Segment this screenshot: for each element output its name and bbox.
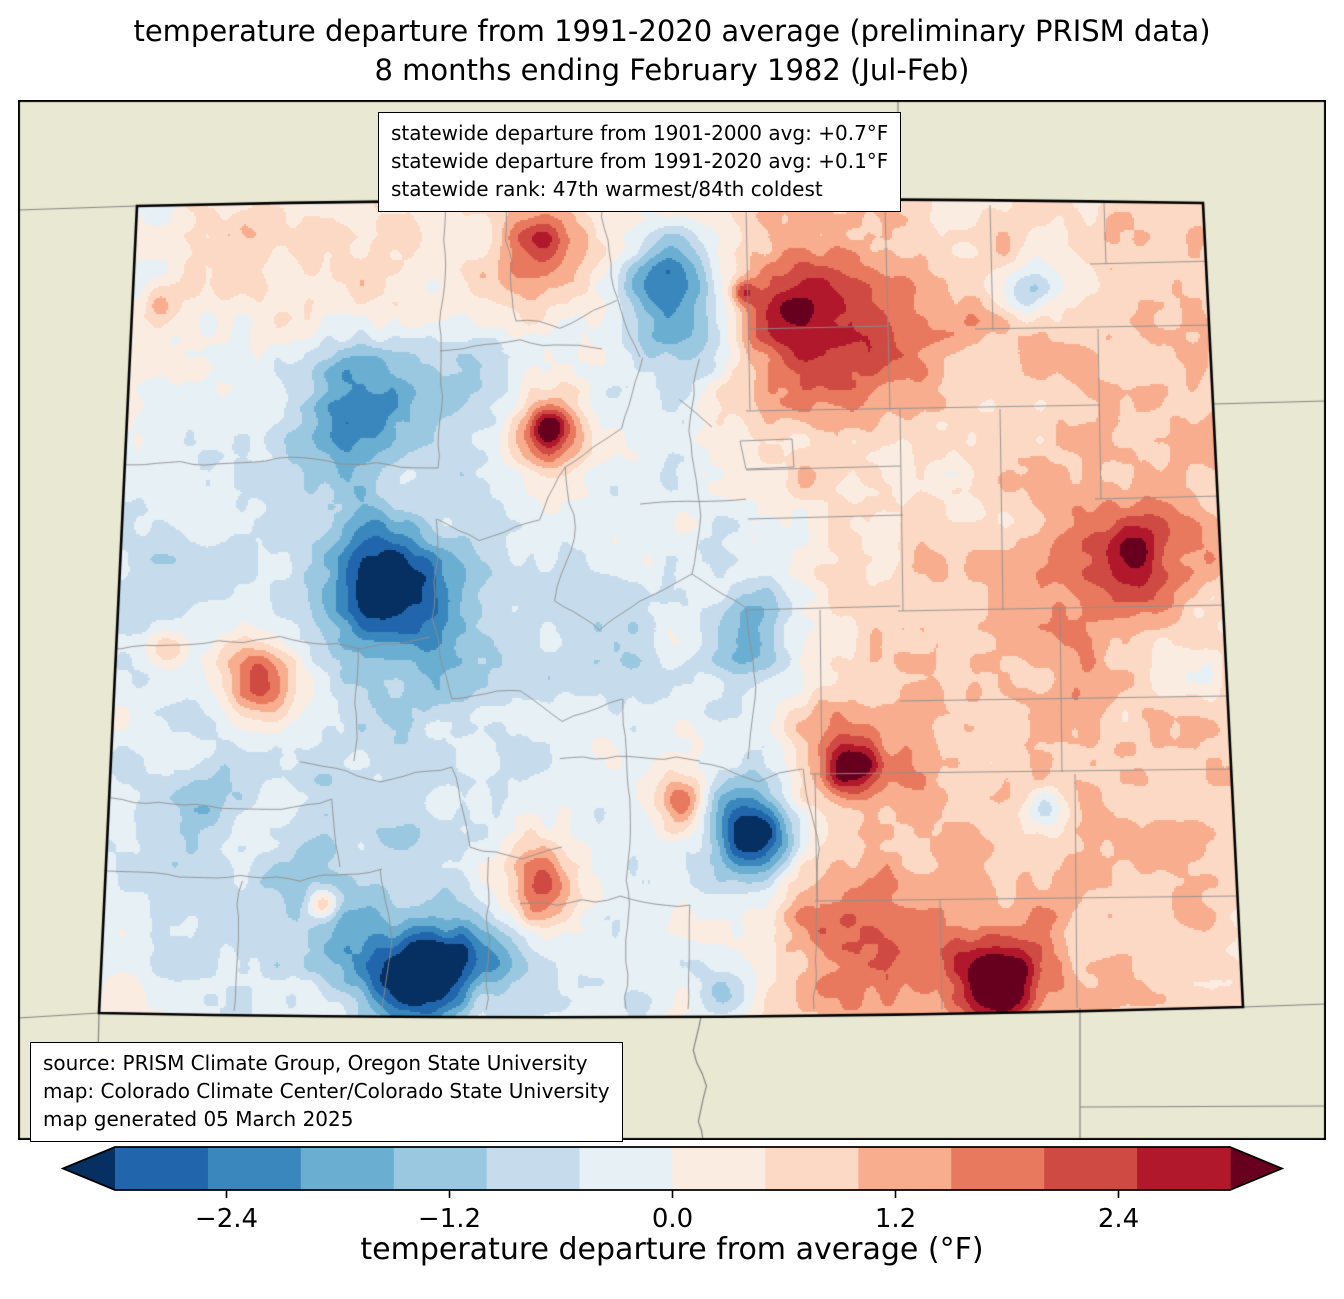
colorbar-tick-label: 1.2	[875, 1204, 916, 1234]
colorbar-segment	[486, 1147, 581, 1190]
colorbar-segment	[951, 1147, 1045, 1190]
stats-line-1901-2000: statewide departure from 1901-2000 avg: …	[391, 121, 889, 145]
colorbar-tick-label: −2.4	[195, 1204, 258, 1234]
stats-line-1991-2020: statewide departure from 1991-2020 avg: …	[391, 149, 889, 173]
colorbar-high-arrow	[1230, 1147, 1282, 1190]
figure-title: temperature departure from 1991-2020 ave…	[0, 12, 1344, 90]
map-credit-line: map: Colorado Climate Center/Colorado St…	[43, 1079, 610, 1103]
colorbar: −2.4 −1.2 0.0 1.2 2.4	[60, 1146, 1285, 1234]
stats-line-rank: statewide rank: 47th warmest/84th coldes…	[391, 177, 823, 201]
colorbar-segment	[207, 1147, 302, 1190]
colorbar-tick-label: −1.2	[418, 1204, 481, 1234]
colorbar-axis-label: temperature departure from average (°F)	[360, 1232, 984, 1267]
colorbar-segment	[579, 1147, 674, 1190]
title-line-1: temperature departure from 1991-2020 ave…	[133, 14, 1211, 48]
colorbar-segment	[858, 1147, 952, 1190]
source-credit-box: source: PRISM Climate Group, Oregon Stat…	[30, 1042, 623, 1142]
colorbar-tick-label: 2.4	[1098, 1204, 1139, 1234]
generated-date-line: map generated 05 March 2025	[43, 1107, 354, 1131]
colorado-temperature-anomaly-map	[18, 100, 1326, 1140]
colorbar-segment	[115, 1147, 209, 1190]
colorbar-segment	[393, 1147, 488, 1190]
statewide-stats-box: statewide departure from 1901-2000 avg: …	[378, 112, 902, 212]
colorbar-segment	[1137, 1147, 1231, 1190]
colorbar-segment	[1044, 1147, 1138, 1190]
colorbar-tick-label: 0.0	[652, 1204, 693, 1234]
colorbar-segment	[300, 1147, 395, 1190]
colorbar-segment	[672, 1147, 767, 1190]
colorbar-segment	[765, 1147, 859, 1190]
colorbar-low-arrow	[63, 1147, 115, 1190]
title-line-2: 8 months ending February 1982 (Jul-Feb)	[374, 52, 970, 87]
source-line: source: PRISM Climate Group, Oregon Stat…	[43, 1051, 588, 1075]
colorbar-outline	[60, 1146, 1285, 1191]
